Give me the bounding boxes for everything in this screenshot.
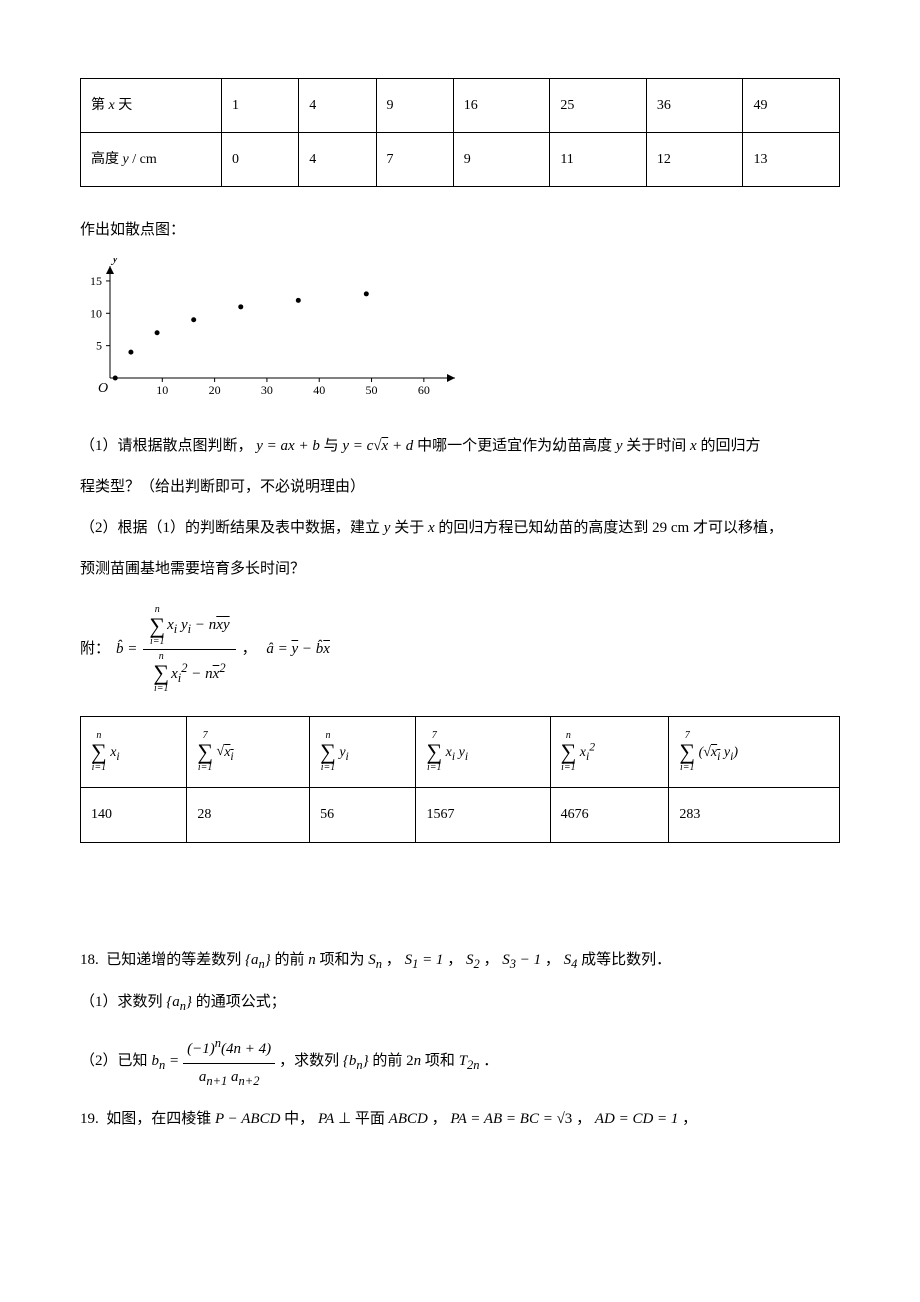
a-hat-formula: â = y − b̂x <box>266 636 330 663</box>
t1r2c3: 7 <box>376 133 453 187</box>
data-table-1: 第 x 天 1 4 9 16 25 36 49 高度 y / cm 0 4 7 … <box>80 78 840 187</box>
t1r2c2: 4 <box>299 133 376 187</box>
t1r1c1: 1 <box>222 79 299 133</box>
t2h2: 7∑i=1 √xi <box>187 717 310 788</box>
table-row: n∑i=1 xi 7∑i=1 √xi n∑i=1 yi 7∑i=1 xi yi … <box>81 717 840 788</box>
t2v4: 1567 <box>416 788 550 842</box>
q1-eq1: y = ax + b <box>256 438 320 454</box>
svg-text:10: 10 <box>156 383 168 397</box>
question-1: （1）请根据散点图判断， y = ax + b 与 y = c√x + d 中哪… <box>80 433 840 460</box>
table-row: 高度 y / cm 0 4 7 9 11 12 13 <box>81 133 840 187</box>
problem-18-q1: （1）求数列 {an} 的通项公式； <box>80 989 840 1018</box>
svg-text:5: 5 <box>96 339 102 353</box>
t2v1: 140 <box>81 788 187 842</box>
svg-text:40: 40 <box>313 383 325 397</box>
t2h4: 7∑i=1 xi yi <box>416 717 550 788</box>
row1-header: 第 x 天 <box>81 79 222 133</box>
scatter-plot: O10203040506051015xy <box>80 258 460 408</box>
svg-text:10: 10 <box>90 307 102 321</box>
svg-text:O: O <box>98 381 108 396</box>
t1r1c6: 36 <box>646 79 743 133</box>
data-table-2: n∑i=1 xi 7∑i=1 √xi n∑i=1 yi 7∑i=1 xi yi … <box>80 716 840 842</box>
problem-18: 18. 已知递增的等差数列 {an} 的前 n 项和为 Sn ， S1 = 1 … <box>80 947 840 976</box>
appendix-formula: 附： b̂ = n∑i=1 xi yi − nxy n∑i=1 xi2 − nx… <box>80 603 840 696</box>
problem-18-q2: （2）已知 bn = (−1)n(4n + 4) an+1 an+2 ，求数列 … <box>80 1032 840 1093</box>
problem-19: 19. 如图，在四棱锥 P − ABCD 中， PA ⊥ 平面 ABCD ， P… <box>80 1106 840 1133</box>
t2v5: 4676 <box>550 788 669 842</box>
t1r1c4: 16 <box>453 79 550 133</box>
t2h5: n∑i=1 xi2 <box>550 717 669 788</box>
table-row: 第 x 天 1 4 9 16 25 36 49 <box>81 79 840 133</box>
row2-header: 高度 y / cm <box>81 133 222 187</box>
t2h3: n∑i=1 yi <box>310 717 416 788</box>
t1r1c3: 9 <box>376 79 453 133</box>
q1-pre: （1）请根据散点图判断， <box>80 438 253 454</box>
svg-text:y: y <box>110 258 119 266</box>
table-row: 140 28 56 1567 4676 283 <box>81 788 840 842</box>
svg-text:50: 50 <box>366 383 378 397</box>
t2v3: 56 <box>310 788 416 842</box>
q1-mid: 与 <box>324 438 343 454</box>
scatter-svg: O10203040506051015xy <box>80 258 460 408</box>
t1r1c7: 49 <box>743 79 840 133</box>
q1-eq2: y = c√x + d <box>342 438 413 454</box>
t1r2c7: 13 <box>743 133 840 187</box>
svg-text:20: 20 <box>209 383 221 397</box>
t1r2c1: 0 <box>222 133 299 187</box>
b-hat-fraction: n∑i=1 xi yi − nxy n∑i=1 xi2 − nx2 <box>143 603 235 696</box>
t2h1: n∑i=1 xi <box>81 717 187 788</box>
t2v6: 283 <box>669 788 840 842</box>
svg-text:30: 30 <box>261 383 273 397</box>
question-1-line2: 程类型？（给出判断即可，不必说明理由） <box>80 474 840 501</box>
t1r1c2: 4 <box>299 79 376 133</box>
p18-fraction: (−1)n(4n + 4) an+1 an+2 <box>183 1032 275 1093</box>
comma: ， <box>242 636 261 663</box>
t2v2: 28 <box>187 788 310 842</box>
t2h6: 7∑i=1 (√xi yi) <box>669 717 840 788</box>
t1r2c6: 12 <box>646 133 743 187</box>
question-2: （2）根据（1）的判断结果及表中数据，建立 y 关于 x 的回归方程已知幼苗的高… <box>80 515 840 542</box>
question-2-line2: 预测苗圃基地需要培育多长时间？ <box>80 556 840 583</box>
t1r2c5: 11 <box>550 133 647 187</box>
svg-text:15: 15 <box>90 274 102 288</box>
appendix-label: 附： <box>80 636 110 663</box>
t1r2c4: 9 <box>453 133 550 187</box>
svg-text:60: 60 <box>418 383 430 397</box>
b-hat: b̂ = <box>116 636 137 663</box>
q1-tail: 中哪一个更适宜作为幼苗高度 y 关于时间 x 的回归方 <box>417 438 760 454</box>
t1r1c5: 25 <box>550 79 647 133</box>
scatter-title: 作出如散点图： <box>80 217 840 244</box>
